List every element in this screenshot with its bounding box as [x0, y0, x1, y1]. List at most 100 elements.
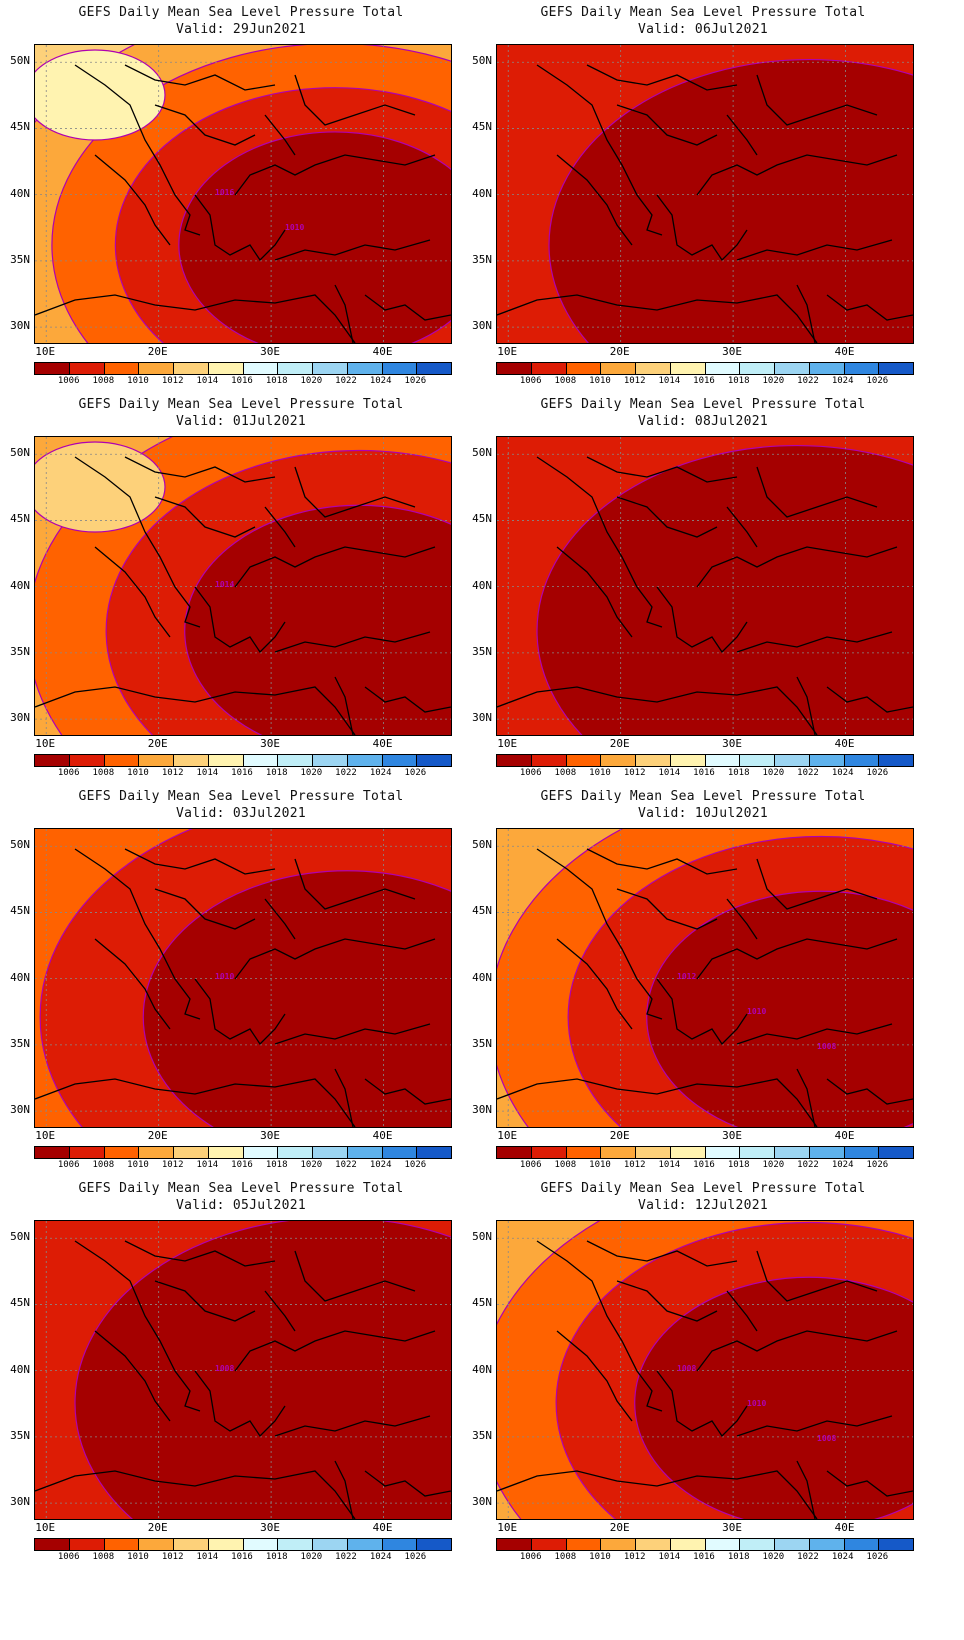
colorbar-label: 1026	[866, 376, 889, 386]
coastline	[35, 1078, 356, 1127]
colorbar-label: 1012	[161, 376, 184, 386]
panel-title-text: GEFS Daily Mean Sea Level Pressure Total	[540, 789, 866, 804]
coastline	[586, 64, 738, 91]
colorbar-label: 1010	[127, 1552, 149, 1562]
colorbar-label: 1026	[866, 768, 889, 778]
colorbar	[34, 1146, 452, 1159]
coastline	[616, 1280, 718, 1322]
colorbar-swatch	[104, 363, 140, 374]
pressure-map: 1016 1010	[34, 44, 452, 344]
colorbar-label: 1012	[161, 1160, 184, 1170]
coastline	[756, 1250, 878, 1302]
longitude-label: 40E	[834, 1521, 855, 1534]
longitude-label: 20E	[147, 737, 168, 750]
coastline	[536, 1240, 663, 1412]
pressure-map: 1012 1010 1008	[496, 828, 914, 1128]
coastline	[35, 1470, 356, 1519]
colorbar-label: 1016	[231, 376, 253, 386]
colorbar-label: 1008	[554, 768, 577, 778]
coastline	[74, 456, 201, 628]
colorbar-label: 1006	[519, 376, 542, 386]
colorbar-label: 1024	[369, 1552, 392, 1562]
colorbar-swatch	[601, 1539, 636, 1550]
coastline	[364, 294, 451, 321]
colorbar-swatch	[417, 363, 451, 374]
coastline	[616, 888, 718, 930]
latitude-label: 30N	[10, 1103, 30, 1117]
coastline	[364, 686, 451, 713]
coastline	[234, 546, 436, 588]
coastline	[74, 64, 201, 236]
colorbar-label: 1006	[519, 768, 542, 778]
longitude-label: 20E	[609, 1521, 630, 1534]
colorbar-swatch	[497, 1539, 532, 1550]
coastline	[35, 686, 356, 735]
pressure-field: 1008 1010 1008	[497, 1221, 913, 1519]
coastline	[234, 154, 436, 196]
panel-title: GEFS Daily Mean Sea Level Pressure Total…	[462, 4, 944, 38]
colorbar-swatch	[775, 1147, 810, 1158]
longitude-label: 40E	[372, 737, 393, 750]
coastline	[726, 506, 758, 548]
colorbar-swatch	[35, 1147, 70, 1158]
colorbar-label: 1018	[727, 376, 750, 386]
pressure-contour-band	[74, 1221, 451, 1519]
colorbar-label: 1006	[57, 768, 80, 778]
coastline	[696, 938, 898, 980]
colorbar-label: 1026	[404, 768, 427, 778]
colorbar-swatch	[809, 363, 845, 374]
contour-label: 1016	[215, 188, 234, 197]
longitude-label: 20E	[609, 345, 630, 358]
colorbar-swatch	[347, 1147, 383, 1158]
latitude-label: 40N	[472, 578, 492, 592]
coastline	[94, 938, 171, 1030]
coastline	[294, 466, 416, 518]
colorbar-label: 1026	[404, 1552, 427, 1562]
coastline	[497, 1470, 818, 1519]
coastline	[264, 506, 296, 548]
latitude-label: 45N	[10, 1296, 30, 1310]
longitude-label: 10E	[497, 1129, 518, 1142]
latitude-label: 35N	[10, 1036, 30, 1050]
contour-label: 1014	[215, 580, 234, 589]
colorbar-swatch	[347, 755, 383, 766]
colorbar-swatch	[278, 363, 313, 374]
colorbar-swatch	[844, 363, 880, 374]
colorbar-label: 1022	[797, 1160, 819, 1170]
high-pressure-cell	[35, 49, 166, 141]
map-panel: GEFS Daily Mean Sea Level Pressure Total…	[0, 392, 482, 802]
colorbar-swatch	[566, 1539, 602, 1550]
panel-title-text: GEFS Daily Mean Sea Level Pressure Total	[78, 397, 404, 412]
coastline	[364, 1470, 451, 1497]
colorbar-swatch	[139, 363, 174, 374]
colorbar-label: 1026	[866, 1160, 889, 1170]
colorbar-swatch	[670, 1539, 706, 1550]
coastline	[194, 586, 286, 654]
pressure-contour-band	[646, 890, 913, 1127]
colorbar-swatch	[670, 755, 706, 766]
colorbar-swatch	[879, 1147, 913, 1158]
coastline	[586, 456, 738, 483]
longitude-label: 40E	[372, 345, 393, 358]
colorbar-swatch	[313, 363, 348, 374]
latitude-label: 30N	[472, 319, 492, 333]
longitude-label: 10E	[497, 345, 518, 358]
coastline	[736, 239, 893, 261]
colorbar-swatch	[104, 1147, 140, 1158]
coastline	[556, 938, 633, 1030]
colorbar-label: 1022	[797, 1552, 819, 1562]
colorbar	[496, 1146, 914, 1159]
coastline	[556, 1330, 633, 1422]
colorbar-swatch	[809, 1147, 845, 1158]
pressure-field: 1008	[35, 1221, 451, 1519]
colorbar-swatch	[208, 363, 244, 374]
colorbar-swatch	[531, 1147, 567, 1158]
contour-label: 1010	[215, 972, 234, 981]
colorbar-swatch	[601, 363, 636, 374]
coastline	[74, 848, 201, 1020]
colorbar-swatch	[844, 1147, 880, 1158]
coastline	[796, 1068, 816, 1127]
latitude-label: 35N	[472, 1036, 492, 1050]
colorbar-label: 1018	[265, 768, 288, 778]
colorbar-label: 1014	[658, 768, 681, 778]
